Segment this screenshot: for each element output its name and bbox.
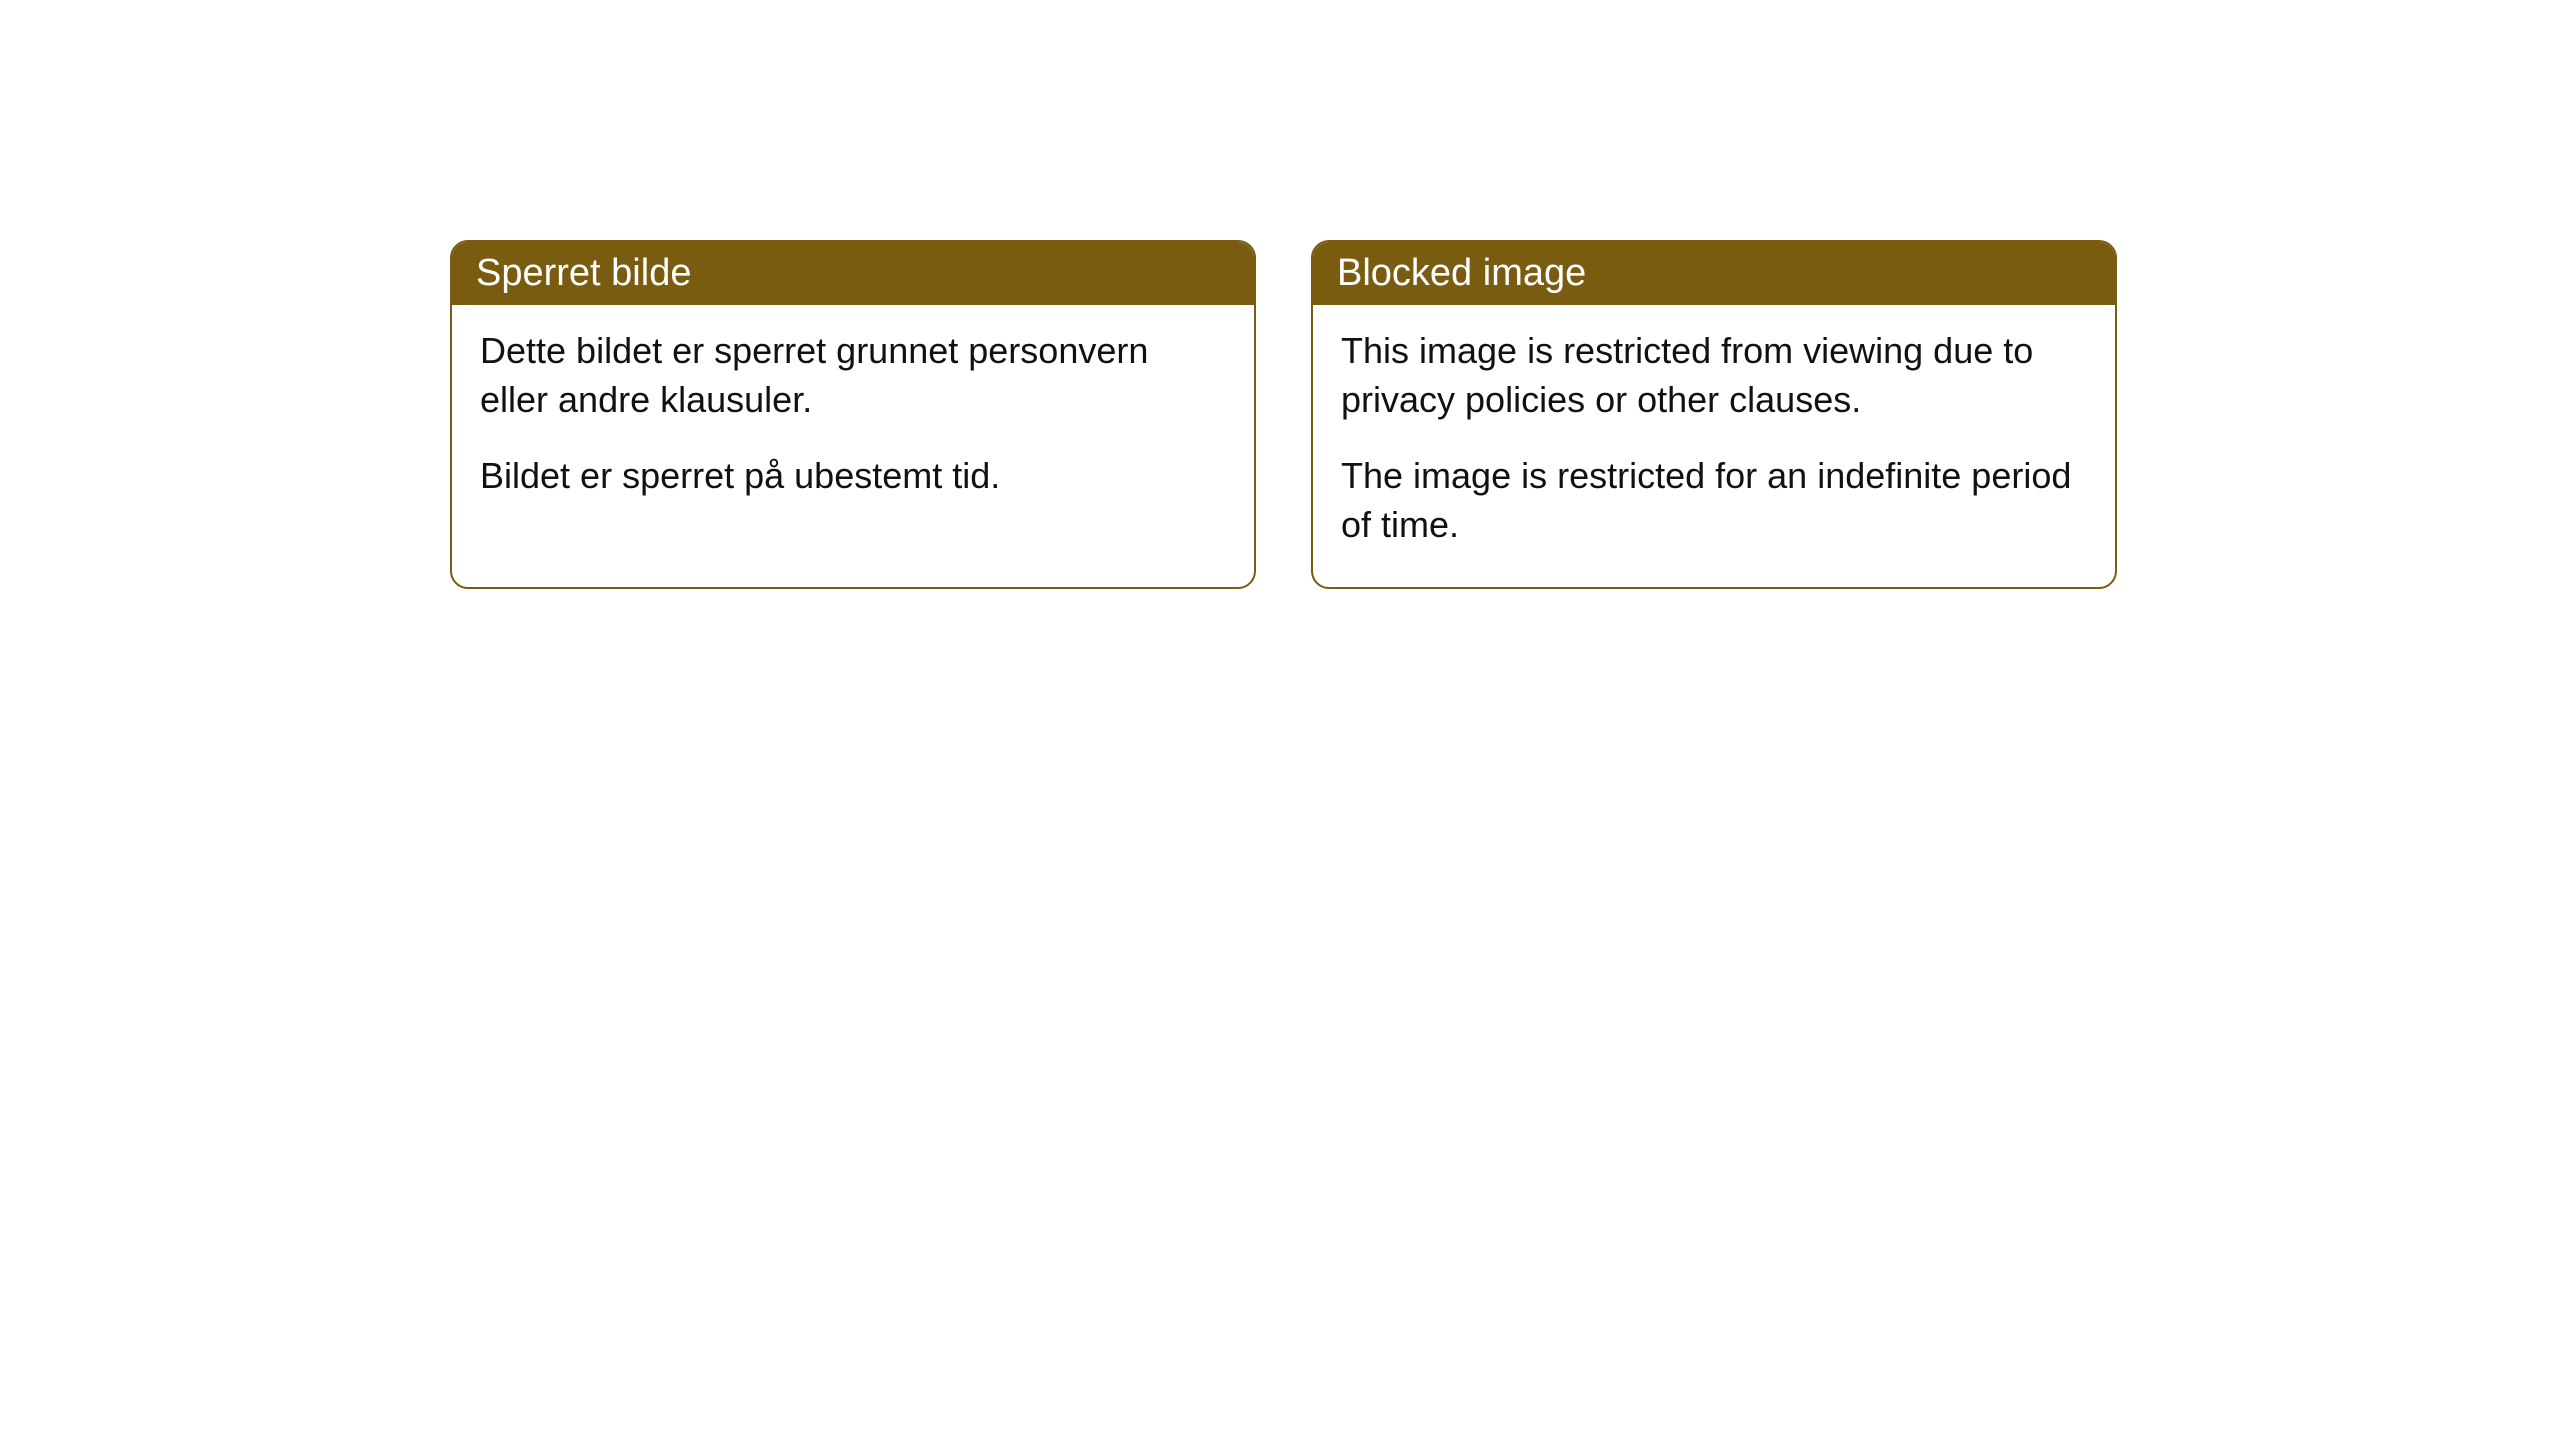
card-paragraph-1: Dette bildet er sperret grunnet personve…: [480, 327, 1226, 424]
card-body-norwegian: Dette bildet er sperret grunnet personve…: [452, 305, 1254, 539]
card-paragraph-2: The image is restricted for an indefinit…: [1341, 452, 2087, 549]
cards-container: Sperret bilde Dette bildet er sperret gr…: [0, 0, 2560, 589]
card-title: Blocked image: [1337, 252, 1586, 294]
card-paragraph-1: This image is restricted from viewing du…: [1341, 327, 2087, 424]
card-title: Sperret bilde: [476, 252, 691, 294]
card-body-english: This image is restricted from viewing du…: [1313, 305, 2115, 587]
card-norwegian: Sperret bilde Dette bildet er sperret gr…: [450, 240, 1256, 589]
card-paragraph-2: Bildet er sperret på ubestemt tid.: [480, 452, 1226, 501]
card-header-norwegian: Sperret bilde: [452, 242, 1254, 305]
card-english: Blocked image This image is restricted f…: [1311, 240, 2117, 589]
card-header-english: Blocked image: [1313, 242, 2115, 305]
